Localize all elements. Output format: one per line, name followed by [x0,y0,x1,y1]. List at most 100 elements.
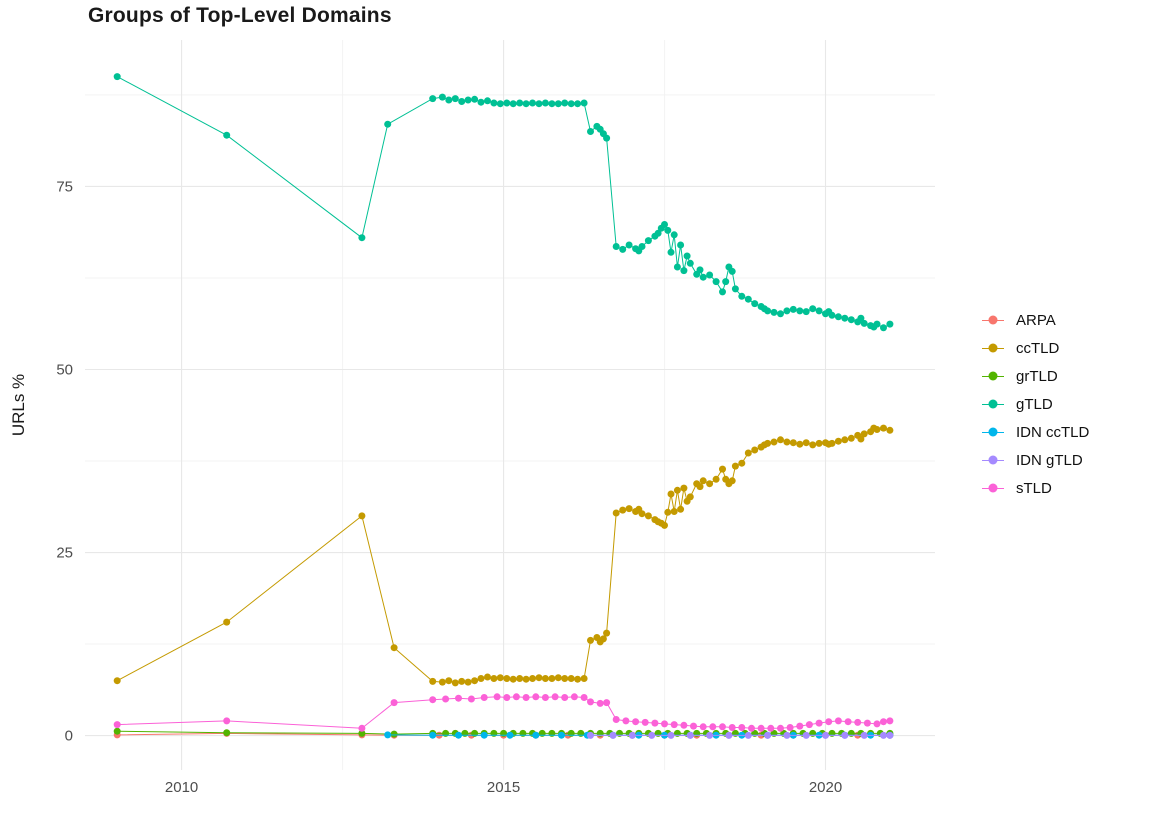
y-tick-label: 50 [56,361,73,378]
data-point [548,100,556,108]
data-point [541,99,549,107]
data-point [648,731,656,739]
data-point [690,722,697,730]
y-axis-ticks: 0 25 50 75 [56,178,73,744]
series-cctld [113,424,894,687]
data-point [764,439,772,447]
data-point [719,465,726,473]
data-point [764,731,772,739]
data-point [699,273,707,281]
data-point [609,731,617,739]
data-point [696,266,704,274]
data-point [535,100,543,108]
data-point [516,675,524,682]
data-point [789,305,797,313]
x-tick-label: 2015 [487,779,520,796]
data-point [786,724,794,731]
data-point [464,678,472,686]
data-point [429,696,437,704]
data-point [641,718,649,726]
data-point [496,674,504,682]
data-point [834,717,842,725]
data-point [503,694,511,701]
legend-label: gTLD [1016,395,1053,413]
data-point [738,724,746,731]
data-point [857,314,865,322]
data-point [673,486,681,494]
data-point [503,99,511,107]
gridlines-major [85,40,935,770]
data-point [464,96,472,104]
data-point [509,675,517,683]
legend-swatch [982,341,1004,355]
data-point [673,263,681,271]
legend-key-dot [988,315,998,325]
data-point [625,241,633,249]
data-point [677,505,685,513]
data-point [638,510,646,518]
data-point [442,729,450,737]
data-point [358,234,366,242]
data-point [699,477,707,485]
legend-item-cctld: ccTLD [976,334,1089,362]
data-point [455,731,462,739]
data-point [509,100,517,108]
data-point [828,439,836,447]
legend-swatch [982,425,1004,439]
data-point [628,731,636,739]
data-point [677,241,685,249]
data-point [860,430,868,438]
data-point [451,679,459,687]
data-point [548,729,556,737]
data-point [654,229,662,237]
data-point [567,100,575,108]
data-point [863,719,871,727]
data-point [815,439,823,447]
data-point [438,93,446,101]
data-point [554,674,562,682]
legend-item-arpa: ARPA [976,306,1089,334]
data-point [686,493,694,501]
legend-label: IDN gTLD [1016,451,1083,469]
data-point [886,717,894,725]
data-point [477,98,485,106]
data-point [538,729,546,737]
data-point [651,719,659,727]
data-point [458,98,466,105]
series-idn-gtld [587,731,894,739]
data-point [113,73,121,81]
series-line-stld [117,696,890,729]
data-point [886,731,894,739]
data-point [223,717,231,725]
data-point [532,693,540,701]
data-point [751,300,759,308]
data-point [390,699,398,707]
data-point [706,731,714,739]
data-point [493,693,501,701]
data-point [580,694,588,701]
legend-swatch [982,369,1004,383]
data-point [725,731,733,739]
legend-swatch [982,313,1004,327]
gridlines-minor [85,40,935,770]
data-point [777,310,784,318]
data-point [471,677,479,685]
data-point [384,120,392,128]
legend-item-grtld: grTLD [976,362,1089,390]
data-point [783,731,791,739]
data-point [847,434,855,442]
data-point [596,699,604,707]
data-point [873,426,881,433]
data-point [670,231,678,239]
data-point [612,509,620,517]
data-point [567,729,575,737]
data-point [683,252,691,260]
data-point [767,724,775,732]
data-point [522,100,530,108]
data-point [358,729,366,737]
data-point [728,267,736,275]
data-point [480,694,488,701]
data-point [860,731,868,739]
data-point [551,693,559,701]
